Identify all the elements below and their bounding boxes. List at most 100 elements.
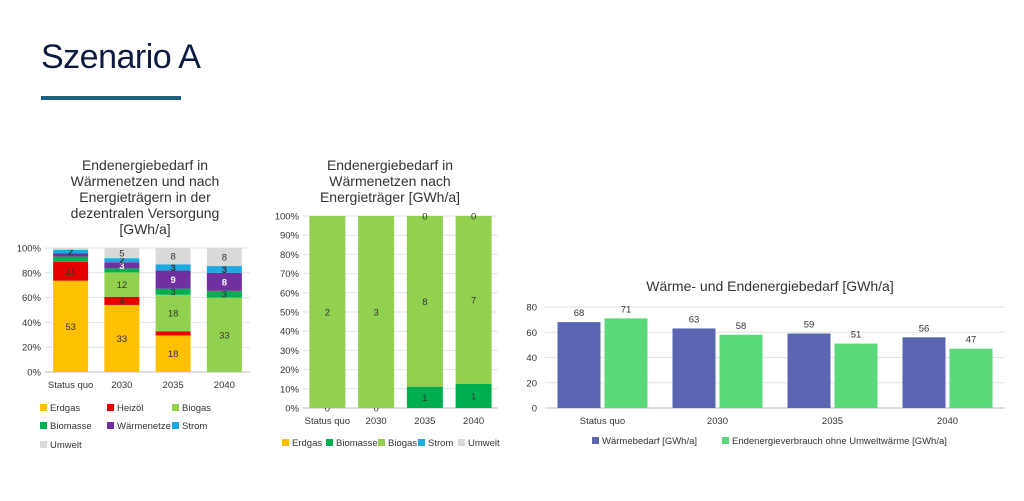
chart3-bar-waermebedarf [557, 322, 601, 408]
chart1-data-label: 8 [170, 252, 175, 263]
chart1-data-label: 3 [222, 265, 227, 276]
chart2-ytick: 80% [280, 250, 300, 261]
chart1-legend-swatch [107, 404, 114, 411]
chart1-ytick: 20% [22, 343, 42, 354]
chart1-bar-umwelt [53, 248, 89, 250]
chart1-legend-swatch [107, 422, 114, 429]
chart2-xtick: 2040 [463, 416, 484, 427]
chart2-data-label: 7 [471, 296, 476, 307]
chart1-bar-wärmenetze [53, 253, 89, 257]
chart3-ytick: 80 [526, 303, 537, 314]
chart1-bar-biomasse [104, 268, 140, 273]
chart1-data-label: 18 [168, 349, 179, 360]
chart2-data-label: 1 [471, 392, 476, 403]
chart2-ytick: 30% [280, 346, 300, 357]
chart1-legend-label: Umwelt [50, 440, 82, 451]
chart1-bar-strom [53, 249, 89, 254]
chart2-legend-label: Erdgas [292, 438, 322, 449]
chart2-ytick: 100% [275, 212, 300, 223]
title-underline [41, 96, 181, 100]
chart1-ytick: 0% [27, 368, 41, 379]
chart1-xtick: Status quo [48, 380, 93, 391]
chart2-xtick: 2035 [414, 416, 435, 427]
chart2-legend-label: Biomasse [336, 438, 378, 449]
chart2-ytick: 10% [280, 384, 300, 395]
chart2-data-label: 2 [325, 308, 330, 319]
chart3-data-label: 59 [804, 320, 815, 331]
chart2-bar-biogas [309, 216, 346, 408]
chart1-bar-strom [206, 266, 242, 273]
chart3-data-label: 56 [919, 323, 930, 334]
chart2-ytick: 50% [280, 308, 300, 319]
chart2-legend-swatch [282, 439, 289, 446]
chart3-bar-endenergieverbrauch [834, 343, 878, 408]
chart1-bar-biomasse [206, 290, 242, 298]
chart1-bar-biogas [206, 297, 242, 372]
chart3-bar-endenergieverbrauch [604, 318, 648, 408]
chart1-bar-wärmenetze [155, 270, 191, 289]
chart1-legend-swatch [40, 422, 47, 429]
chart1-data-label: 3 [222, 290, 227, 301]
chart1-legend-swatch [172, 422, 179, 429]
chart1-legend-swatch [40, 441, 47, 448]
chart3-bar-waermebedarf [787, 333, 831, 408]
chart1-data-label: 3 [170, 263, 175, 274]
chart1-xtick: 2040 [214, 380, 235, 391]
chart1-bar-biogas [104, 272, 140, 297]
chart2-legend-swatch [458, 439, 465, 446]
chart1-bar-umwelt [104, 248, 140, 259]
chart1-data-label: 53 [65, 322, 76, 333]
chart1-bar-heizöl [53, 261, 89, 281]
chart2-bar-biogas [358, 216, 395, 408]
slide-title: Szenario A [41, 38, 201, 76]
chart1-data-label: 9 [170, 275, 175, 286]
chart2-data-label: 0 [471, 212, 476, 223]
chart2-legend-swatch [326, 439, 333, 446]
chart2-data-label: 8 [422, 297, 427, 308]
chart1-legend-label: Heizöl [117, 403, 143, 414]
chart1-bar-strom [155, 264, 191, 271]
chart3-ytick: 0 [532, 404, 537, 415]
chart1-bar-umwelt [155, 248, 191, 265]
chart1-bar-biogas [155, 294, 191, 332]
chart2-data-label: 0 [373, 404, 378, 415]
chart2-legend-label: Umwelt [468, 438, 500, 449]
chart3-data-label: 58 [736, 321, 747, 332]
chart2-data-label: 1 [422, 393, 427, 404]
chart2-legend-label: Strom [428, 438, 453, 449]
chart3-legend-label: Wärmebedarf [GWh/a] [602, 436, 697, 447]
chart1-bar-biomasse [155, 288, 191, 295]
chart1-xtick: 2030 [111, 380, 132, 391]
chart2-xtick: 2030 [366, 416, 387, 427]
chart1-legend-label: Biogas [182, 403, 211, 414]
chart2-ytick: 40% [280, 327, 300, 338]
chart1-bar-heizöl [155, 331, 191, 336]
chart2-bar-biomasse [406, 386, 443, 408]
chart3-xtick: 2035 [822, 416, 843, 427]
chart1-data-label: 11 [66, 267, 76, 278]
chart1-bar-wärmenetze [104, 262, 140, 269]
chart1-data-label: 3 [170, 287, 175, 298]
chart2-data-label: 0 [325, 404, 330, 415]
chart1-data-label: 18 [168, 309, 179, 320]
chart1-xtick: 2035 [163, 380, 184, 391]
chart3-ytick: 20 [526, 378, 537, 389]
chart2-ytick: 20% [280, 365, 300, 376]
chart3-legend-label: Endenergieverbrauch ohne Umweltwärme [GW… [732, 436, 947, 447]
chart3-data-label: 63 [689, 314, 700, 325]
chart1-title: Endenergiebedarf in Wärmenetzen und nach… [70, 157, 220, 237]
chart1-ytick: 80% [22, 268, 42, 279]
chart2-bar-biomasse [455, 384, 492, 408]
chart1-data-label: 33 [117, 334, 128, 345]
chart1-legend-label: Wärmenetze [117, 421, 171, 432]
chart3-bar-waermebedarf [902, 337, 946, 408]
chart1-ytick: 60% [22, 293, 42, 304]
chart1-ytick: 40% [22, 318, 42, 329]
chart1-legend-label: Biomasse [50, 421, 92, 432]
chart1-bar-wärmenetze [206, 272, 242, 291]
chart1-bar-erdgas [53, 280, 89, 372]
chart3-data-label: 47 [966, 335, 977, 346]
chart1-data-label: 8 [222, 277, 227, 288]
